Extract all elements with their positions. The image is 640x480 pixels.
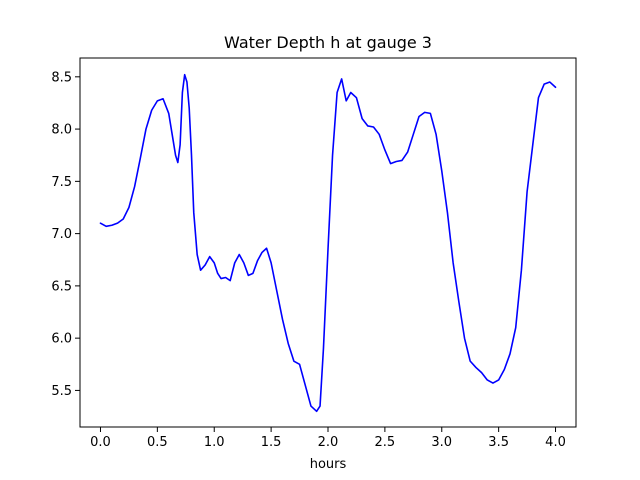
y-tick-label: 6.5 xyxy=(51,279,72,294)
y-tick-label: 8.0 xyxy=(51,123,72,138)
y-tick-label: 7.0 xyxy=(51,227,72,242)
x-axis-ticks: 0.0 0.5 1.0 1.5 2.0 2.5 3.0 3.5 4.0 xyxy=(90,427,566,450)
x-tick-label: 0.0 xyxy=(90,435,111,450)
x-tick-label: 0.5 xyxy=(147,435,168,450)
series-line-0 xyxy=(99,73,557,413)
series-layer xyxy=(99,73,557,413)
y-tick-label: 6.0 xyxy=(51,332,72,347)
x-tick-label: 3.0 xyxy=(431,435,452,450)
x-tick-label: 3.5 xyxy=(488,435,509,450)
x-axis-label: hours xyxy=(310,457,347,472)
y-tick-label: 7.5 xyxy=(51,175,72,190)
x-tick-label: 1.5 xyxy=(261,435,282,450)
x-tick-label: 2.0 xyxy=(318,435,339,450)
y-tick-label: 8.5 xyxy=(51,70,72,85)
y-tick-label: 5.5 xyxy=(51,384,72,399)
x-tick-label: 4.0 xyxy=(545,435,566,450)
plot-area xyxy=(79,57,577,428)
y-axis-ticks: 5.5 6.0 6.5 7.0 7.5 8.0 8.5 xyxy=(51,70,80,399)
chart-title: Water Depth h at gauge 3 xyxy=(224,33,432,52)
x-tick-label: 2.5 xyxy=(375,435,396,450)
x-tick-label: 1.0 xyxy=(204,435,225,450)
